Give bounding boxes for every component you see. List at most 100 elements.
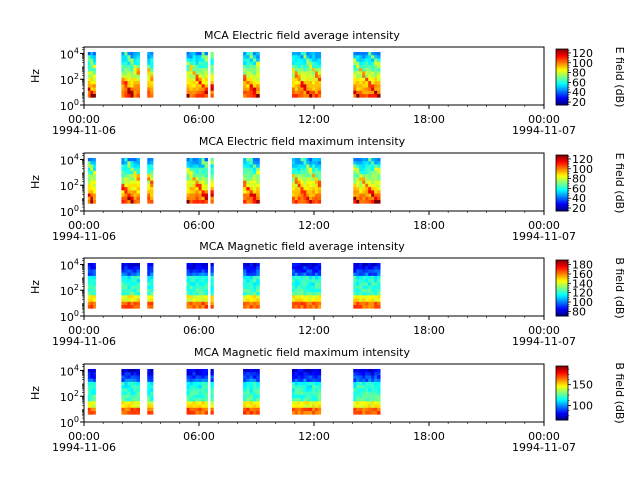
spectrogram-blocks bbox=[87, 51, 381, 98]
spectrogram-cell bbox=[314, 174, 319, 178]
spectrogram-cell bbox=[246, 381, 250, 386]
spectrogram-cell bbox=[374, 404, 378, 409]
spectrogram-cell bbox=[353, 401, 357, 405]
spectrogram-cell bbox=[359, 180, 363, 185]
spectrogram-cell bbox=[133, 164, 137, 169]
spectrogram-cell bbox=[294, 177, 299, 181]
spectrogram-cell bbox=[365, 167, 369, 172]
spectrogram-cell bbox=[198, 404, 202, 409]
spectrogram-cell bbox=[246, 411, 250, 415]
spectrogram-cell bbox=[87, 174, 91, 178]
spectrogram-cell bbox=[192, 282, 196, 286]
spectrogram-cell bbox=[252, 285, 257, 290]
spectrogram-cell bbox=[297, 375, 301, 380]
spectrogram-cell bbox=[256, 394, 260, 399]
spectrogram-cell bbox=[150, 394, 154, 399]
spectrogram-cell bbox=[359, 74, 363, 79]
spectrogram-cell bbox=[121, 295, 125, 299]
spectrogram-cell bbox=[90, 368, 94, 373]
spectrogram-cell bbox=[121, 81, 125, 85]
spectrogram-cell bbox=[198, 90, 202, 95]
colorbar-band bbox=[556, 177, 568, 180]
spectrogram-cell bbox=[243, 385, 247, 389]
spectrogram-cell bbox=[127, 407, 131, 412]
spectrogram-cell bbox=[133, 279, 137, 283]
spectrogram-cell bbox=[87, 74, 91, 79]
spectrogram-cell bbox=[192, 279, 196, 283]
spectrogram-cell bbox=[359, 285, 363, 290]
spectrogram-cell bbox=[243, 90, 247, 95]
spectrogram-cell bbox=[359, 381, 363, 386]
spectrogram-cell bbox=[294, 375, 299, 380]
spectrogram-cell bbox=[192, 51, 196, 56]
spectrogram-cell bbox=[368, 407, 372, 412]
spectrogram-cell bbox=[371, 183, 375, 188]
spectrogram-cell bbox=[210, 381, 214, 386]
spectrogram-cell bbox=[201, 51, 206, 56]
spectrogram-cell bbox=[127, 305, 131, 309]
spectrogram-cell bbox=[201, 272, 206, 277]
spectrogram-cell bbox=[306, 282, 310, 286]
spectrogram-cell bbox=[189, 196, 193, 201]
spectrogram-cell bbox=[243, 398, 247, 402]
y-tick-exponent: 0 bbox=[74, 98, 79, 107]
spectrogram-cell bbox=[249, 71, 254, 75]
spectrogram-cell bbox=[198, 411, 202, 415]
spectrogram-cell bbox=[312, 193, 316, 198]
spectrogram-cell bbox=[365, 61, 369, 66]
spectrogram-cell bbox=[317, 77, 322, 82]
spectrogram-cell bbox=[121, 180, 125, 185]
spectrogram-cell bbox=[201, 164, 206, 169]
spectrogram-cell bbox=[92, 295, 96, 299]
spectrogram-cell bbox=[246, 272, 250, 277]
spectrogram-cell bbox=[133, 87, 137, 92]
spectrogram-cell bbox=[92, 372, 96, 376]
colorbar-band bbox=[556, 261, 568, 264]
spectrogram-cell bbox=[192, 177, 196, 181]
spectrogram-cell bbox=[377, 292, 381, 296]
spectrogram-cell bbox=[136, 292, 140, 296]
spectrogram-cell bbox=[300, 298, 304, 303]
spectrogram-cell bbox=[243, 55, 247, 59]
spectrogram-cell bbox=[136, 285, 140, 290]
spectrogram-cell bbox=[314, 177, 319, 181]
spectrogram-cell bbox=[291, 87, 296, 92]
spectrogram-cell bbox=[201, 301, 206, 306]
spectrogram-cell bbox=[306, 407, 310, 412]
y-tick-label: 104 bbox=[60, 46, 79, 61]
spectrogram-cell bbox=[130, 378, 134, 383]
spectrogram-cell bbox=[317, 404, 322, 409]
spectrogram-cell bbox=[297, 200, 301, 204]
spectrogram-cell bbox=[130, 262, 134, 267]
spectrogram-cell bbox=[314, 94, 319, 98]
spectrogram-cell bbox=[303, 292, 307, 296]
spectrogram-cell bbox=[306, 174, 310, 178]
spectrogram-cell bbox=[249, 385, 254, 389]
x-tick-date: 1994-11-07 bbox=[512, 230, 576, 243]
spectrogram-cell bbox=[309, 87, 313, 92]
spectrogram-cell bbox=[195, 64, 199, 69]
spectrogram-cell bbox=[133, 401, 137, 405]
spectrogram-cell bbox=[130, 411, 134, 415]
spectrogram-cell bbox=[368, 190, 372, 194]
spectrogram-cell bbox=[356, 407, 360, 412]
spectrogram-cell bbox=[204, 190, 209, 194]
spectrogram-cell bbox=[204, 372, 209, 376]
x-tick-label: 00:00 bbox=[68, 113, 100, 126]
spectrogram-cell bbox=[303, 187, 307, 191]
spectrogram-cell bbox=[371, 288, 375, 293]
spectrogram-cell bbox=[201, 170, 206, 175]
spectrogram-cell bbox=[314, 404, 319, 409]
spectrogram-cell bbox=[297, 84, 301, 88]
spectrogram-cell bbox=[201, 375, 206, 380]
spectrogram-cell bbox=[252, 372, 257, 376]
spectrogram-cell bbox=[356, 58, 360, 63]
spectrogram-cell bbox=[87, 157, 91, 162]
y-axis-label: Hz bbox=[29, 175, 42, 189]
spectrogram-cell bbox=[147, 411, 151, 415]
spectrogram-cell bbox=[294, 183, 299, 188]
spectrogram-cell bbox=[210, 285, 214, 290]
spectrogram-cell bbox=[252, 298, 257, 303]
spectrogram-cell bbox=[317, 292, 322, 296]
spectrogram-cell bbox=[130, 305, 134, 309]
